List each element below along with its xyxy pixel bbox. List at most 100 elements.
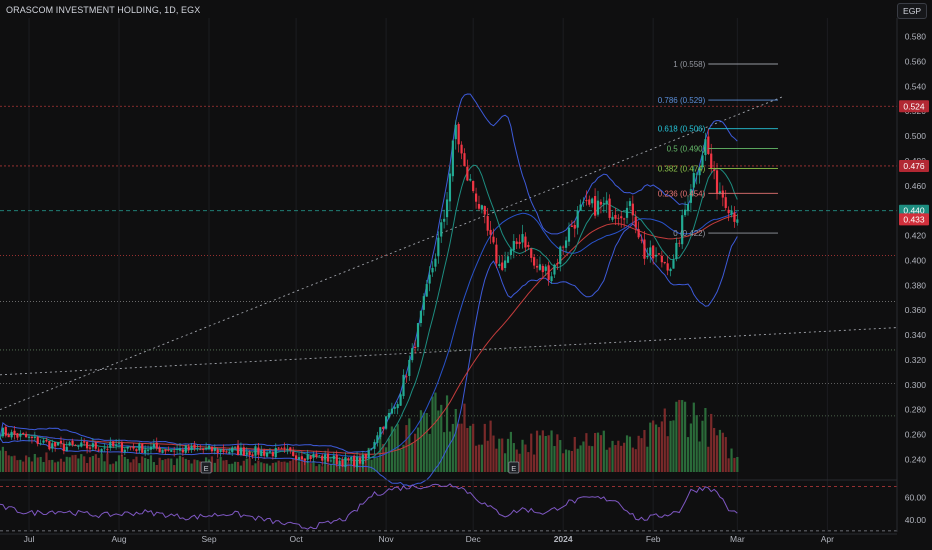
candle-body (80, 442, 83, 447)
volume-bar (80, 454, 83, 472)
candle (538, 256, 542, 271)
volume-bar (579, 445, 582, 472)
candle-body (315, 454, 318, 458)
candle-body (681, 215, 684, 245)
candle-body (614, 214, 617, 219)
candle-body (347, 458, 350, 461)
price-badge: 0.433 (899, 213, 929, 226)
candle (242, 443, 245, 456)
volume-bar (245, 458, 248, 472)
candle (207, 445, 211, 451)
price-badge: 0.524 (899, 100, 929, 113)
candle-body (448, 173, 452, 202)
candle-body (361, 454, 364, 465)
candle-body (338, 460, 341, 465)
candle (437, 231, 440, 264)
volume-bar (309, 463, 312, 472)
volume-bar (294, 458, 298, 472)
volume-bar (483, 423, 486, 472)
candle-body (591, 198, 594, 204)
volume-bar (448, 431, 452, 472)
volume-bar (518, 453, 521, 472)
candle-body (7, 434, 10, 438)
candle-body (576, 210, 579, 228)
candle (625, 201, 629, 224)
volume-bar (94, 454, 97, 472)
candle-body (611, 216, 614, 220)
volume-bar (283, 461, 286, 472)
candle (39, 439, 42, 446)
candle (512, 234, 515, 259)
volume-bar (425, 412, 428, 472)
rsi-tick-label: 60.00 (905, 493, 927, 503)
volume-bar (637, 435, 640, 472)
candle (608, 194, 611, 221)
volume-bar (405, 425, 408, 472)
candle (631, 195, 634, 226)
candle-body (498, 264, 501, 266)
candle (416, 323, 420, 351)
candle-body (196, 448, 199, 450)
volume-bar (721, 432, 724, 472)
volume-bar (332, 459, 335, 472)
candle (579, 199, 582, 211)
candle (36, 435, 39, 447)
candle-body (669, 268, 672, 272)
volume-bar (286, 462, 289, 472)
candle-body (370, 448, 373, 450)
candle-body (489, 229, 492, 235)
volume-bar (251, 465, 254, 472)
candle (364, 453, 367, 463)
volume-bar (56, 461, 60, 472)
candle (10, 429, 13, 440)
volume-bar (36, 457, 39, 472)
volume-bar (727, 458, 730, 472)
candle (338, 457, 341, 469)
volume-bar (370, 459, 373, 472)
candle-body (713, 169, 716, 171)
candle (126, 446, 129, 452)
candle (373, 439, 376, 455)
candle-body (48, 441, 51, 450)
candle-body (341, 460, 344, 467)
price-badge-box (899, 100, 929, 113)
candle-body (222, 449, 225, 453)
x-tick-label: Dec (466, 534, 482, 544)
volume-bar (530, 433, 533, 472)
candle-body (660, 255, 663, 263)
candle-body (457, 123, 460, 145)
candle (77, 445, 80, 450)
candle (431, 261, 434, 277)
candle-body (416, 323, 420, 347)
candle-body (274, 448, 277, 458)
candle (248, 450, 251, 459)
candle-body (39, 443, 42, 445)
candle (283, 442, 286, 453)
volume-bar (88, 457, 92, 472)
candle-body (358, 457, 362, 464)
candle-body (268, 451, 272, 453)
candle-body (405, 376, 408, 378)
candle-body (245, 452, 248, 455)
volume-bar (422, 412, 425, 472)
volume-bar (614, 445, 617, 472)
volume-bar (54, 462, 57, 472)
candle (727, 206, 730, 222)
candle (71, 438, 74, 447)
volume-bar (341, 464, 344, 472)
candle-body (132, 446, 135, 449)
candle (80, 436, 83, 448)
volume-bar (152, 462, 155, 472)
candle-body (158, 447, 161, 453)
volume-bar (231, 463, 234, 472)
candle-body (509, 249, 513, 255)
volume-bar (486, 440, 489, 472)
candle-body (25, 433, 28, 438)
candle-body (289, 447, 292, 451)
currency-badge[interactable]: EGP (897, 3, 927, 19)
candle-body (303, 458, 306, 461)
candle (472, 180, 475, 193)
candle-body (109, 442, 112, 448)
y-tick-label: 0.540 (905, 81, 927, 91)
